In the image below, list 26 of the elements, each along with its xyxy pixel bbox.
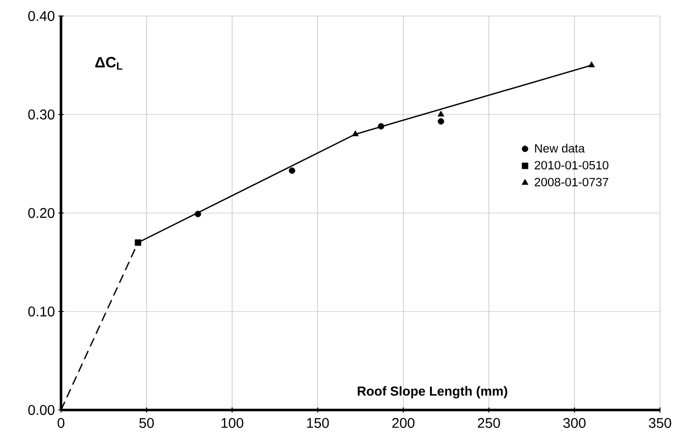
x-tick-label: 50: [139, 418, 154, 428]
point: [438, 118, 444, 125]
y-tick-label: 0.20: [28, 208, 54, 218]
legend-label: 2010-01-0510: [534, 160, 608, 170]
legend-label: New data: [535, 144, 585, 153]
point: [352, 130, 359, 136]
y-tick-label: 0.00: [28, 405, 54, 415]
point: [288, 167, 296, 174]
legend-label: 2008-01-0737: [534, 178, 608, 186]
x-tick-label: 350: [648, 418, 672, 428]
y-tick-label: 0.30: [28, 110, 54, 120]
y-tick-label: 0.10: [28, 306, 54, 316]
point: [134, 239, 142, 246]
point: [588, 61, 595, 68]
point: [378, 123, 384, 130]
x-tick-label: 150: [307, 418, 329, 428]
x-axis-title: Roof Slope Length (mm): [358, 386, 508, 398]
x-tick-label: 100: [222, 418, 244, 428]
x-tick-label: 200: [392, 418, 414, 428]
point: [194, 210, 202, 218]
point: [438, 110, 444, 117]
x-tick-label: 300: [563, 418, 586, 428]
x-tick-label: 250: [478, 418, 500, 428]
y-axis-title: ΔC$_{L}$: [95, 56, 122, 70]
y-tick-label: 0.40: [28, 11, 54, 21]
x-tick-label: 0: [58, 418, 64, 428]
